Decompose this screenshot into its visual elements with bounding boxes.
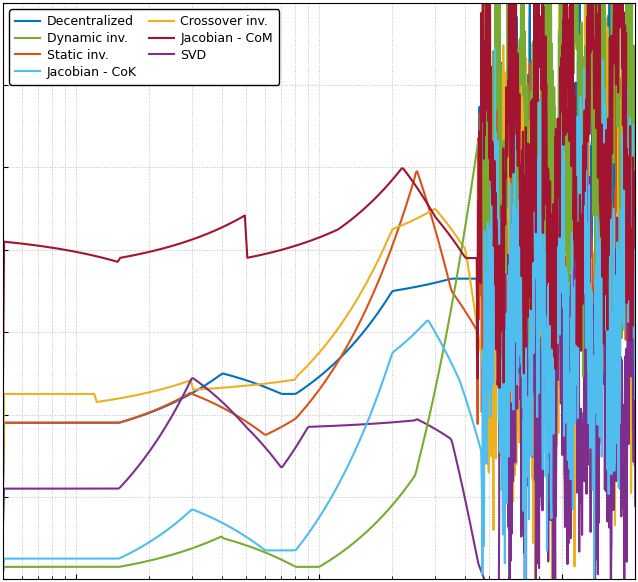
Jacobian - CoK — [306, 527, 314, 534]
Jacobian - CoK — [613, 434, 621, 441]
SVD — [613, 214, 621, 221]
Crossover inv. — [632, 272, 638, 279]
Crossover inv. — [306, 359, 314, 366]
Static inv. — [31, 419, 39, 426]
Jacobian - CoM — [306, 237, 314, 244]
Jacobian - CoK — [614, 239, 621, 246]
Dynamic inv. — [0, 570, 6, 577]
Decentralized — [0, 498, 6, 505]
Static inv. — [561, 17, 568, 24]
Decentralized — [306, 380, 314, 387]
Jacobian - CoK — [491, 44, 499, 51]
Static inv. — [613, 222, 621, 229]
Static inv. — [306, 398, 314, 405]
Line: Crossover inv.: Crossover inv. — [3, 0, 635, 582]
Decentralized — [497, 241, 505, 248]
SVD — [614, 388, 621, 395]
Line: Dynamic inv.: Dynamic inv. — [3, 0, 635, 573]
Dynamic inv. — [632, 306, 638, 313]
Jacobian - CoK — [632, 395, 638, 402]
SVD — [31, 485, 39, 492]
Line: Jacobian - CoM: Jacobian - CoM — [3, 0, 635, 410]
Line: Static inv.: Static inv. — [3, 20, 635, 501]
Static inv. — [613, 208, 621, 215]
Static inv. — [290, 417, 297, 424]
Crossover inv. — [31, 391, 39, 398]
SVD — [497, 342, 505, 349]
Crossover inv. — [613, 375, 621, 382]
Dynamic inv. — [306, 563, 314, 570]
SVD — [632, 502, 638, 509]
Jacobian - CoK — [290, 547, 297, 554]
Jacobian - CoM — [290, 243, 297, 250]
Decentralized — [613, 277, 621, 284]
SVD — [570, 110, 578, 117]
SVD — [290, 447, 297, 454]
Line: Decentralized: Decentralized — [3, 0, 635, 501]
Line: Jacobian - CoK: Jacobian - CoK — [3, 48, 635, 582]
Dynamic inv. — [497, 118, 505, 125]
Jacobian - CoK — [497, 424, 505, 431]
Decentralized — [290, 391, 297, 398]
Static inv. — [632, 311, 638, 318]
Decentralized — [31, 419, 39, 426]
Crossover inv. — [497, 265, 505, 272]
Jacobian - CoM — [497, 326, 505, 333]
Dynamic inv. — [31, 563, 39, 570]
Decentralized — [632, 194, 638, 201]
Jacobian - CoM — [613, 14, 621, 21]
SVD — [306, 423, 314, 430]
Jacobian - CoK — [0, 566, 6, 573]
Decentralized — [613, 306, 621, 313]
Dynamic inv. — [613, 123, 621, 130]
Jacobian - CoM — [0, 407, 6, 414]
Crossover inv. — [0, 483, 6, 490]
Legend: Decentralized, Dynamic inv., Static inv., Jacobian - CoK, Crossover inv., Jacobi: Decentralized, Dynamic inv., Static inv.… — [9, 9, 279, 85]
Crossover inv. — [614, 210, 621, 217]
Static inv. — [0, 498, 6, 505]
Jacobian - CoM — [31, 242, 39, 249]
Jacobian - CoK — [31, 555, 39, 562]
SVD — [0, 530, 6, 537]
Dynamic inv. — [290, 562, 297, 569]
Static inv. — [497, 296, 505, 303]
Line: SVD: SVD — [3, 113, 635, 582]
Crossover inv. — [290, 377, 297, 384]
Jacobian - CoM — [632, 172, 638, 179]
